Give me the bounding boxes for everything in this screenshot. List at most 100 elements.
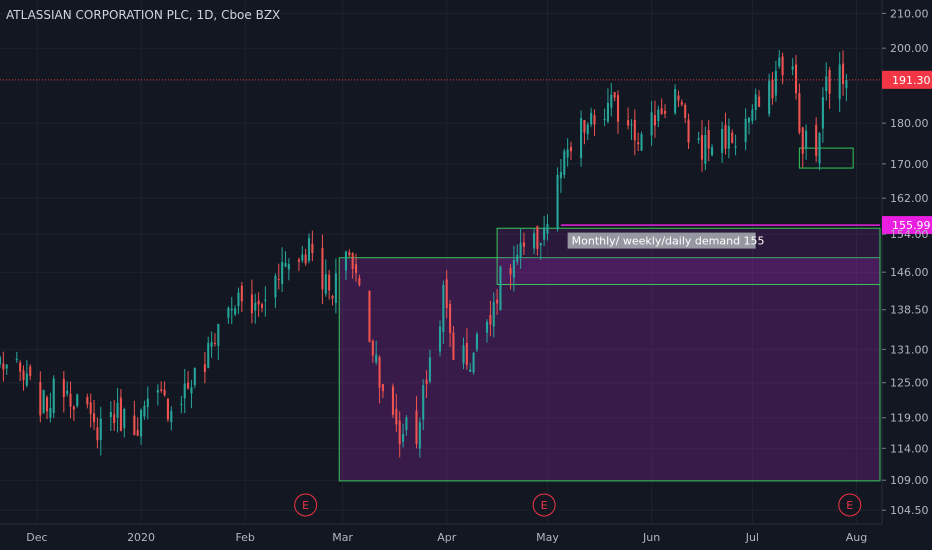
candle (845, 73, 848, 102)
candle-body (438, 326, 442, 352)
candle (136, 417, 139, 437)
x-tick-label: Jul (745, 531, 759, 544)
earnings-circle (294, 493, 318, 517)
candle (213, 333, 217, 347)
candle-body (653, 115, 657, 126)
candle (93, 399, 96, 431)
small-green-box (798, 147, 854, 169)
y-tick-label: 210.00 (890, 7, 929, 20)
candle-body (603, 118, 606, 120)
candle (818, 132, 821, 171)
candle-body (519, 243, 522, 258)
candle-body (751, 109, 754, 121)
y-tick-label: 125.00 (890, 377, 929, 390)
candle (190, 379, 193, 409)
candle (556, 167, 559, 232)
candle (563, 148, 566, 179)
candle-body (657, 109, 660, 122)
candle (250, 279, 253, 324)
candle (49, 392, 52, 423)
candle (825, 62, 828, 101)
candle-body (156, 389, 159, 393)
candle-body (660, 108, 663, 115)
candle (180, 395, 183, 414)
candle (45, 395, 49, 420)
candle (747, 116, 751, 135)
candle-body (543, 227, 546, 240)
candle (22, 365, 25, 391)
candle-body (442, 285, 445, 332)
candle (559, 159, 562, 193)
last-price-badge (882, 70, 932, 89)
candle (140, 408, 143, 445)
candle-body (697, 138, 700, 140)
candle (119, 389, 122, 432)
y-tick-label: 119.00 (890, 412, 929, 425)
candle (62, 371, 65, 413)
candle-body (546, 223, 549, 234)
candle-body (630, 124, 633, 126)
y-tick-label: 131.00 (890, 343, 929, 356)
candle-body (331, 296, 334, 299)
candle (744, 108, 747, 151)
candle-body (781, 56, 784, 76)
candle (721, 121, 724, 163)
earnings-label: E (302, 499, 309, 512)
candle (160, 381, 163, 393)
candle (680, 99, 683, 107)
y-tick-label: 104.50 (890, 504, 929, 517)
candle-body (166, 398, 169, 420)
candle (146, 386, 149, 420)
candle (640, 131, 643, 152)
candle (274, 273, 277, 308)
candle (368, 290, 371, 343)
candle (533, 228, 536, 254)
candle (754, 88, 757, 121)
candle (586, 122, 589, 141)
candle (442, 280, 445, 344)
candle-body (445, 279, 448, 309)
candle-body (140, 409, 143, 437)
candle (69, 381, 72, 419)
x-tick-label: Mar (332, 531, 353, 544)
candle-body (590, 112, 593, 125)
candle (700, 120, 704, 172)
candle (19, 360, 22, 382)
candle (798, 83, 801, 135)
candle (193, 367, 196, 389)
candle (653, 100, 657, 138)
candle (76, 393, 79, 408)
annotation: Monthly/ weekly/daily demand 155 (567, 232, 765, 249)
candle-body (190, 387, 193, 394)
candle (445, 270, 448, 319)
candle-body (344, 251, 347, 271)
candle-body (354, 264, 358, 273)
candle-body (704, 134, 707, 164)
candle-body (311, 243, 314, 254)
candle-body (187, 382, 190, 389)
candle-body (15, 358, 18, 361)
candle-body (516, 254, 519, 262)
candle-body (700, 135, 704, 160)
candle-body (606, 102, 609, 122)
candle (133, 400, 136, 436)
candle (113, 400, 116, 431)
candle-body (99, 418, 102, 440)
candle-body (277, 279, 280, 281)
candle-body (680, 102, 683, 105)
candle-body (449, 304, 452, 334)
candle (234, 305, 237, 317)
candle (187, 370, 190, 390)
candle-body (240, 285, 243, 302)
candle (590, 107, 593, 128)
x-tick-label: Apr (437, 531, 457, 544)
candle-body (260, 304, 264, 308)
candle-body (133, 415, 136, 436)
candle (415, 396, 418, 449)
candle-body (89, 402, 92, 414)
candle (472, 352, 475, 375)
candle-body (616, 95, 620, 122)
candle (344, 250, 347, 281)
